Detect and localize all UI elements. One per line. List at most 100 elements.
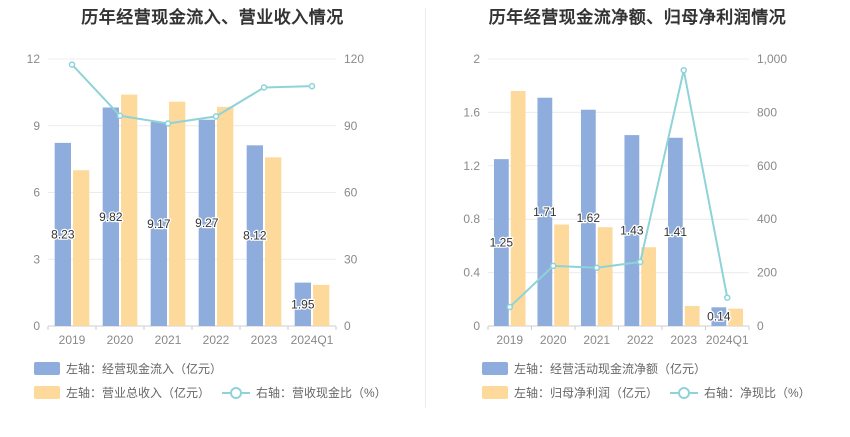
legend-line-icon	[670, 386, 698, 399]
left-tick-label: 12	[27, 52, 41, 66]
bar-secondary	[313, 284, 330, 326]
bar-primary	[102, 107, 119, 326]
bar-primary	[537, 97, 553, 326]
bar-secondary	[684, 305, 700, 326]
bar-secondary	[121, 94, 138, 326]
legend-swatch	[482, 386, 508, 399]
ratio-line	[509, 69, 729, 308]
left-tick-label: 2	[473, 52, 480, 66]
x-tick-label: 2021	[583, 333, 610, 347]
data-label: 0.14	[707, 310, 731, 324]
legend-item-profit[interactable]: 左轴：归母净利润（亿元）	[482, 384, 658, 401]
bar-primary	[246, 145, 263, 326]
bar-primary	[624, 135, 640, 326]
ratio-point	[116, 112, 124, 119]
x-tick-label: 2019	[59, 333, 86, 347]
x-tick-label: 2020	[540, 333, 567, 347]
right-tick-label: 0	[757, 319, 764, 333]
bar-primary	[150, 121, 167, 326]
right-tick-label: 1,000	[757, 52, 787, 66]
data-label: 9.82	[99, 210, 123, 224]
data-label: 1.71	[533, 205, 557, 219]
x-tick-label: 2021	[155, 333, 182, 347]
right-tick-label: 120	[344, 52, 364, 66]
bar-primary	[711, 307, 727, 326]
x-tick-label: 2023	[251, 333, 278, 347]
legend-label: 右轴：净现比（%）	[704, 386, 811, 400]
right-tick-label: 200	[757, 266, 777, 280]
ratio-point	[308, 82, 316, 90]
x-tick-label: 2019	[496, 333, 523, 347]
bar-secondary	[217, 106, 234, 327]
legend-label: 左轴：归母净利润（亿元）	[514, 386, 659, 400]
ratio-line	[71, 63, 313, 125]
data-label: 8.12	[243, 229, 267, 243]
right-tick-label: 60	[344, 186, 358, 200]
left-tick-label: 0.8	[463, 212, 480, 226]
x-tick-label: 2022	[627, 333, 654, 347]
right-tick-label: 800	[757, 105, 777, 119]
data-label: 1.25	[490, 236, 514, 250]
right-tick-label: 600	[757, 159, 777, 173]
data-label: 9.27	[195, 216, 219, 230]
legend-swatch	[34, 386, 60, 399]
x-tick-label: 2024Q1	[291, 333, 334, 347]
ratio-point	[164, 120, 172, 127]
legend-swatch	[482, 362, 508, 375]
legend-label: 左轴：营业总收入（亿元）	[66, 386, 211, 400]
ratio-point	[593, 264, 600, 272]
bar-primary	[667, 137, 683, 326]
right-tick-label: 30	[344, 252, 358, 266]
ratio-point	[212, 113, 220, 120]
bar-secondary	[641, 247, 657, 326]
chart-panel-netcash-profit: 历年经营现金流净额、归母净利润情况 0 0.4 0.8 1.2 1.6 2 0 200 400 6…	[425, 0, 850, 437]
data-label: 1.43	[620, 224, 644, 238]
bar-secondary	[73, 170, 90, 326]
bar-secondary	[169, 101, 186, 326]
left-tick-label: 9	[33, 119, 40, 133]
bar-primary	[493, 159, 509, 326]
legend-item-netcash-ratio[interactable]: 右轴：净现比（%）	[670, 384, 811, 401]
legend-item-netcash[interactable]: 左轴：经营活动现金流净额（亿元）	[482, 360, 706, 377]
ratio-point	[637, 258, 644, 266]
left-tick-label: 3	[33, 252, 40, 266]
left-tick-label: 0	[473, 319, 480, 333]
chart-title: 历年经营现金流净额、归母净利润情况	[488, 8, 787, 27]
legend-label: 左轴：经营活动现金流净额（亿元）	[514, 362, 707, 376]
left-tick-label: 1.6	[463, 105, 480, 119]
legend-line-icon	[222, 386, 250, 399]
ratio-point	[506, 303, 513, 311]
legend-label: 左轴：经营现金流入（亿元）	[66, 362, 223, 376]
right-tick-label: 90	[344, 119, 358, 133]
chart-panel-cashflow-revenue: 历年经营现金流入、营业收入情况 0 3 6 9 12 0 30 60 90 120 2019 2020…	[27, 8, 387, 401]
x-tick-label: 2024Q1	[706, 333, 749, 347]
right-tick-label: 400	[757, 212, 777, 226]
x-tick-label: 2023	[670, 333, 697, 347]
legend-item-inflow[interactable]: 左轴：经营现金流入（亿元）	[34, 360, 222, 377]
bar-secondary	[554, 224, 570, 326]
left-tick-label: 0	[33, 319, 40, 333]
left-tick-label: 6	[33, 186, 40, 200]
ratio-point	[724, 294, 731, 301]
data-label: 1.41	[664, 225, 688, 239]
x-tick-label: 2020	[107, 333, 134, 347]
data-label: 1.62	[577, 211, 601, 225]
bar-primary	[198, 119, 215, 327]
ratio-point	[260, 84, 268, 91]
bar-primary	[294, 282, 311, 326]
bar-secondary	[510, 91, 526, 326]
panel-divider	[425, 8, 426, 408]
bar-primary	[580, 109, 596, 326]
ratio-point	[68, 61, 76, 68]
ratio-point	[680, 66, 687, 74]
data-label: 9.17	[147, 217, 171, 231]
bar-primary	[54, 142, 71, 326]
right-tick-label: 0	[344, 319, 351, 333]
legend-swatch	[34, 362, 60, 375]
legend-item-ratio[interactable]: 右轴：营收现金比（%）	[222, 384, 387, 401]
x-tick-label: 2022	[203, 333, 230, 347]
legend-item-revenue[interactable]: 左轴：营业总收入（亿元）	[34, 384, 210, 401]
